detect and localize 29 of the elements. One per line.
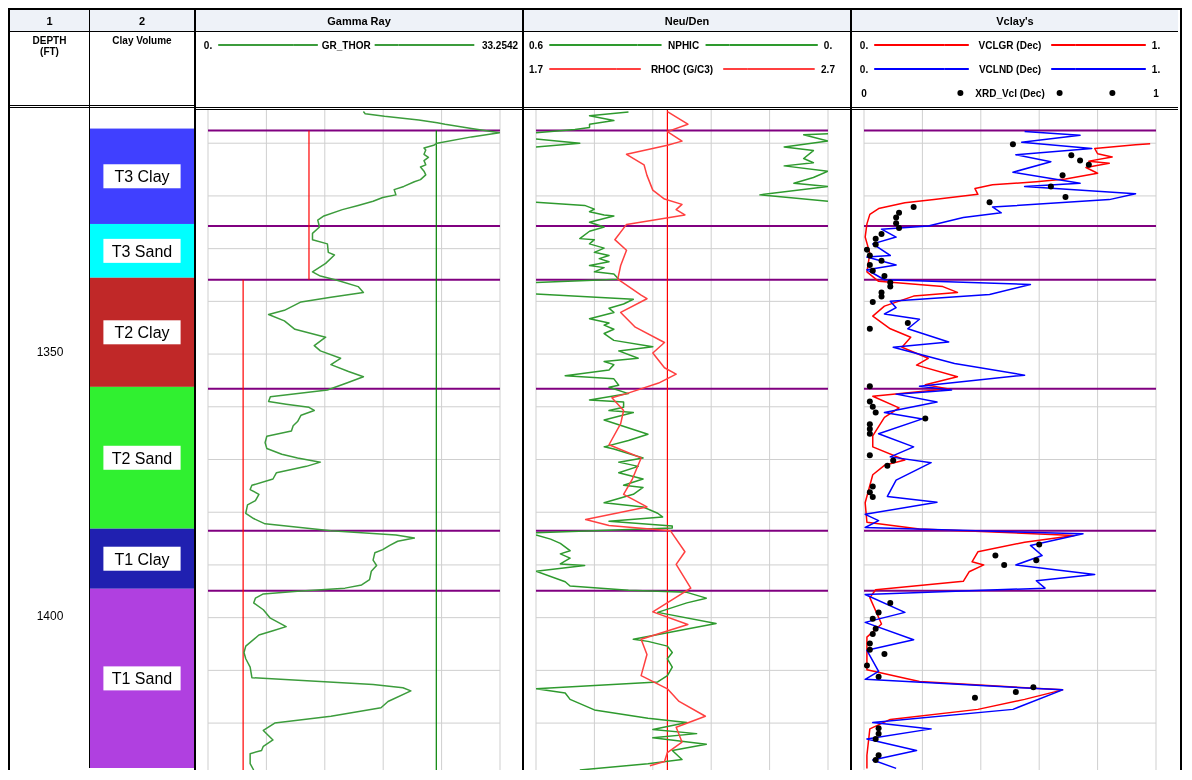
x2-tick-label: 2.7 [821, 63, 836, 75]
x-tick-label: 0. [203, 39, 213, 51]
chart-title: Clay Volume [90, 32, 194, 108]
series-label: T3 Clay [114, 168, 170, 186]
series-label: T1 Sand [111, 670, 173, 688]
legend-label: GR_THOR [321, 39, 372, 51]
x-tick-label: 0.6 [529, 39, 544, 51]
chart-title: Vclay's [852, 10, 1178, 32]
series-label: T3 Sand [111, 242, 173, 260]
legend-label: VCLND (Dec) [978, 63, 1042, 75]
y-tick-label: 1400 [36, 608, 64, 623]
x-tick-label: 0. [823, 39, 833, 51]
x-tick-label: 33.2542 [481, 39, 519, 51]
legend-label: NPHIC [667, 39, 700, 51]
legend-label: VCLGR (Dec) [978, 39, 1042, 51]
legend-label: XRD_Vcl (Dec) [975, 87, 1045, 99]
text: 2 [90, 10, 194, 32]
chart-title: Neu/Den [524, 10, 850, 32]
x2-tick-label: 1 [1153, 87, 1160, 99]
x2-tick-label: 1.7 [529, 63, 544, 75]
y-axis-title: DEPTH (FT) [31, 35, 68, 57]
series-label: T2 Clay [114, 324, 170, 342]
text: 1 [10, 10, 90, 32]
y-tick-label: 1350 [36, 345, 64, 360]
x2-tick-label: 0 [861, 87, 868, 99]
chart-title: Gamma Ray [196, 10, 522, 32]
series-label: T2 Sand [111, 449, 173, 467]
legend-label: RHOC (G/C3) [650, 63, 714, 75]
series-label: T1 Clay [114, 550, 170, 568]
